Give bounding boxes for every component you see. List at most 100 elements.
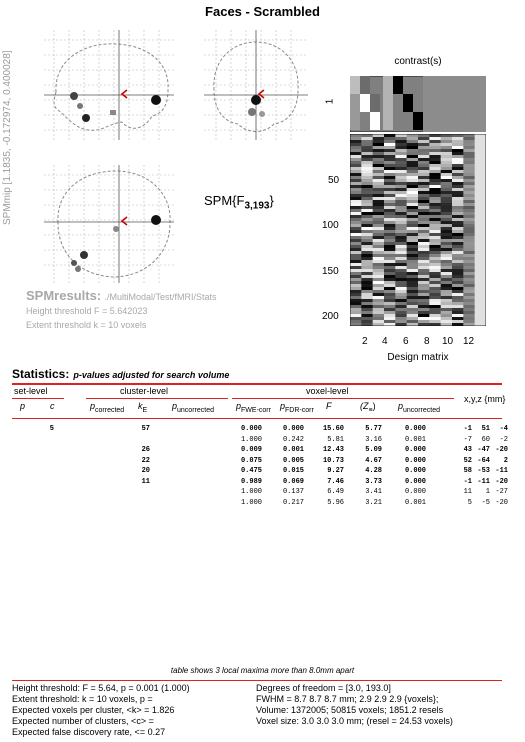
table-row[interactable]: 20 0.475 0.015 9.27 4.28 0.000 58 -53 -11	[0, 467, 525, 477]
table-footnote: table shows 3 local maxima more than 8.0…	[170, 666, 355, 675]
cell-x: -1	[463, 425, 472, 433]
dm-x-tick-2: 2	[362, 336, 368, 347]
cell-pu: 0.000	[404, 425, 426, 433]
cell-pfdr: 0.001	[282, 446, 304, 454]
cell-F: 9.27	[327, 467, 344, 475]
cell-Z: 5.77	[365, 425, 382, 433]
cell-c: 5	[49, 425, 54, 433]
cell-y: -11	[477, 477, 490, 486]
cell-pfwe: 0.475	[240, 467, 262, 475]
table-row[interactable]: 22 0.075 0.005 10.73 4.67 0.000 52 -64 2	[0, 457, 525, 467]
divider-header	[12, 418, 502, 419]
cell-F: 10.73	[322, 456, 344, 465]
divider-footer	[12, 680, 502, 681]
cell-z: -20	[495, 477, 508, 486]
cell-x: 58	[463, 467, 472, 475]
glass-brain-sagittal[interactable]	[44, 30, 174, 140]
cell-pfwe: 0.009	[240, 446, 262, 454]
col-cluster-p-uncorrected: puncorrected	[172, 401, 214, 414]
dm-x-tick-4: 4	[382, 336, 388, 347]
set-level-rule	[12, 398, 64, 399]
footer-right-line: Voxel size: 3.0 3.0 3.0 mm; (resel = 24.…	[256, 716, 453, 726]
contrast-label: contrast(s)	[394, 56, 442, 67]
cell-x: 52	[463, 456, 472, 465]
cell-y: -5	[481, 498, 490, 507]
voxel-level-rule	[232, 398, 454, 399]
statistics-subtitle: p-values adjusted for search volume	[73, 370, 230, 380]
cell-pu: 0.001	[404, 498, 426, 507]
dm-y-tick-100: 100	[322, 220, 339, 231]
cell-F: 5.96	[327, 498, 344, 507]
design-matrix-image[interactable]	[350, 134, 486, 326]
cell-x: -1	[463, 477, 472, 486]
table-row[interactable]: 11 0.989 0.069 7.46 3.73 0.000 -1 -11 -20	[0, 478, 525, 488]
spm-results-path: ./MultiModal/Test/fMRI/Stats	[104, 292, 217, 302]
table-row[interactable]: 1.000 0.217 5.96 3.21 0.001 5 -5 -20	[0, 499, 525, 509]
cell-F: 6.49	[327, 488, 344, 496]
cell-kE: 26	[141, 446, 150, 454]
table-row[interactable]: 26 0.009 0.001 12.43 5.09 0.000 43 -47 -20	[0, 446, 525, 456]
dm-x-tick-10: 10	[442, 336, 454, 347]
contrast-vector-plot[interactable]	[350, 76, 486, 132]
footer-right-line: FWHM = 8.7 8.7 8.7 mm; 2.9 2.9 2.9 {voxe…	[256, 694, 439, 704]
footer-left-line: Expected false discovery rate, <= 0.27	[12, 727, 166, 737]
cell-z: -4	[499, 425, 508, 433]
dm-y-tick-50: 50	[328, 175, 340, 186]
cell-z: 2	[503, 456, 508, 465]
cell-kE: 57	[141, 425, 150, 433]
xyz-header: x,y,z {mm}	[464, 394, 506, 404]
spm-results-header: SPMresults: ./MultiModal/Test/fMRI/Stats	[26, 288, 217, 303]
footer-right-line: Volume: 1372005; 50815 voxels; 1851.2 re…	[256, 705, 444, 715]
cell-x: 5	[467, 498, 472, 507]
cell-y: 51	[481, 425, 490, 433]
cell-pu: 0.000	[404, 477, 426, 486]
cell-kE: 22	[141, 456, 150, 465]
cell-F: 15.60	[322, 425, 344, 433]
cell-pfwe: 1.000	[240, 435, 262, 444]
cell-pfdr: 0.242	[282, 435, 304, 444]
cell-z: -20	[495, 498, 508, 507]
cell-F: 7.46	[327, 477, 344, 486]
cell-Z: 4.67	[365, 456, 382, 465]
cell-pfdr: 0.005	[282, 456, 304, 465]
cell-z: -2	[499, 435, 508, 444]
cell-pfdr: 0.000	[282, 425, 304, 433]
glass-brain-coronal[interactable]	[204, 30, 308, 140]
table-row[interactable]: 5 57 0.000 0.000 15.60 5.77 0.000 -1 51 -4	[0, 425, 525, 435]
footer-left-line: Expected number of clusters, <c> =	[12, 716, 154, 726]
cell-x: -7	[463, 435, 472, 444]
cluster-level-header: cluster-level	[120, 386, 169, 396]
cell-y: 1	[485, 488, 490, 496]
divider-top	[12, 383, 502, 385]
cell-pfwe: 0.075	[240, 456, 262, 465]
cell-F: 12.43	[322, 446, 344, 454]
col-cluster-ke: kE	[138, 401, 148, 414]
cell-z: -11	[495, 467, 508, 475]
cell-pu: 0.000	[404, 467, 426, 475]
table-row[interactable]: 1.000 0.137 6.49 3.41 0.000 11 1 -27	[0, 488, 525, 498]
height-threshold-text: Height threshold F = 5.642023	[26, 306, 148, 316]
footer-left-line: Expected voxels per cluster, <k> = 1.826	[12, 705, 175, 715]
glass-brain-axial[interactable]	[44, 165, 174, 283]
cell-Z: 3.41	[365, 488, 382, 496]
cell-z: -20	[495, 446, 508, 454]
cell-y: 60	[481, 435, 490, 444]
spm-f-statistic-label: SPM{F3,193}	[204, 193, 274, 212]
cell-Z: 3.73	[365, 477, 382, 486]
col-voxel-p-uncorrected: puncorrected	[398, 401, 440, 414]
cell-y: -47	[477, 446, 490, 454]
col-voxel-pfdr: pFDR-corr	[280, 401, 314, 414]
col-set-p: p	[20, 401, 26, 411]
table-row[interactable]: 1.000 0.242 5.81 3.16 0.001 -7 60 -2	[0, 436, 525, 446]
cell-y: -53	[477, 467, 490, 475]
cell-z: -27	[495, 488, 508, 496]
cell-Z: 4.28	[365, 467, 382, 475]
col-set-c: c	[50, 401, 55, 411]
design-matrix-label: Design matrix	[387, 352, 449, 363]
cell-pu: 0.000	[404, 446, 426, 454]
dm-x-tick-6: 6	[403, 336, 409, 347]
cell-kE: 20	[141, 467, 150, 475]
cell-pfwe: 1.000	[240, 498, 262, 507]
voxel-level-header: voxel-level	[306, 386, 349, 396]
dm-y-tick-200: 200	[322, 311, 339, 322]
